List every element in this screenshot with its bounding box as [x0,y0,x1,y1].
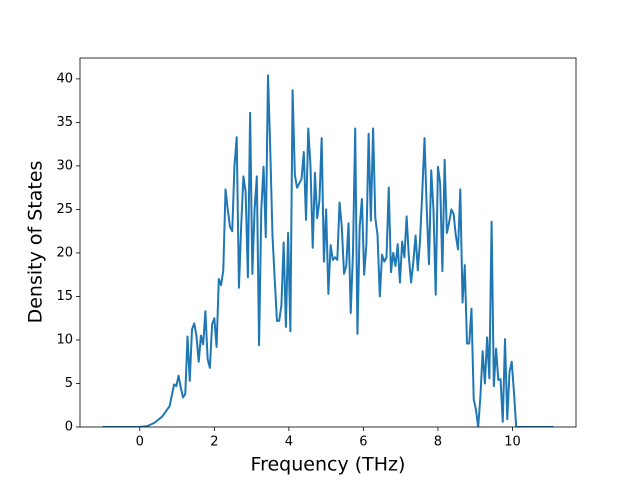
x-tick-label: 0 [136,435,144,450]
y-tick-label: 10 [56,332,73,347]
x-tick-label: 4 [285,435,293,450]
x-tick-label: 10 [504,435,521,450]
y-tick-label: 5 [65,376,73,391]
x-tick-label: 8 [434,435,442,450]
y-tick-label: 20 [56,245,73,260]
dos-line [102,74,554,427]
y-tick-label: 35 [56,115,73,130]
y-tick-label: 25 [56,202,73,217]
x-tick-label: 2 [210,435,218,450]
y-tick-label: 0 [65,420,73,435]
y-tick-label: 40 [56,71,73,86]
x-axis-label: Frequency (THz) [251,454,406,476]
y-tick-label: 15 [56,289,73,304]
y-tick-label: 30 [56,158,73,173]
x-tick-label: 6 [359,435,367,450]
y-axis-label: Density of States [25,161,47,324]
plot-frame [79,57,577,428]
